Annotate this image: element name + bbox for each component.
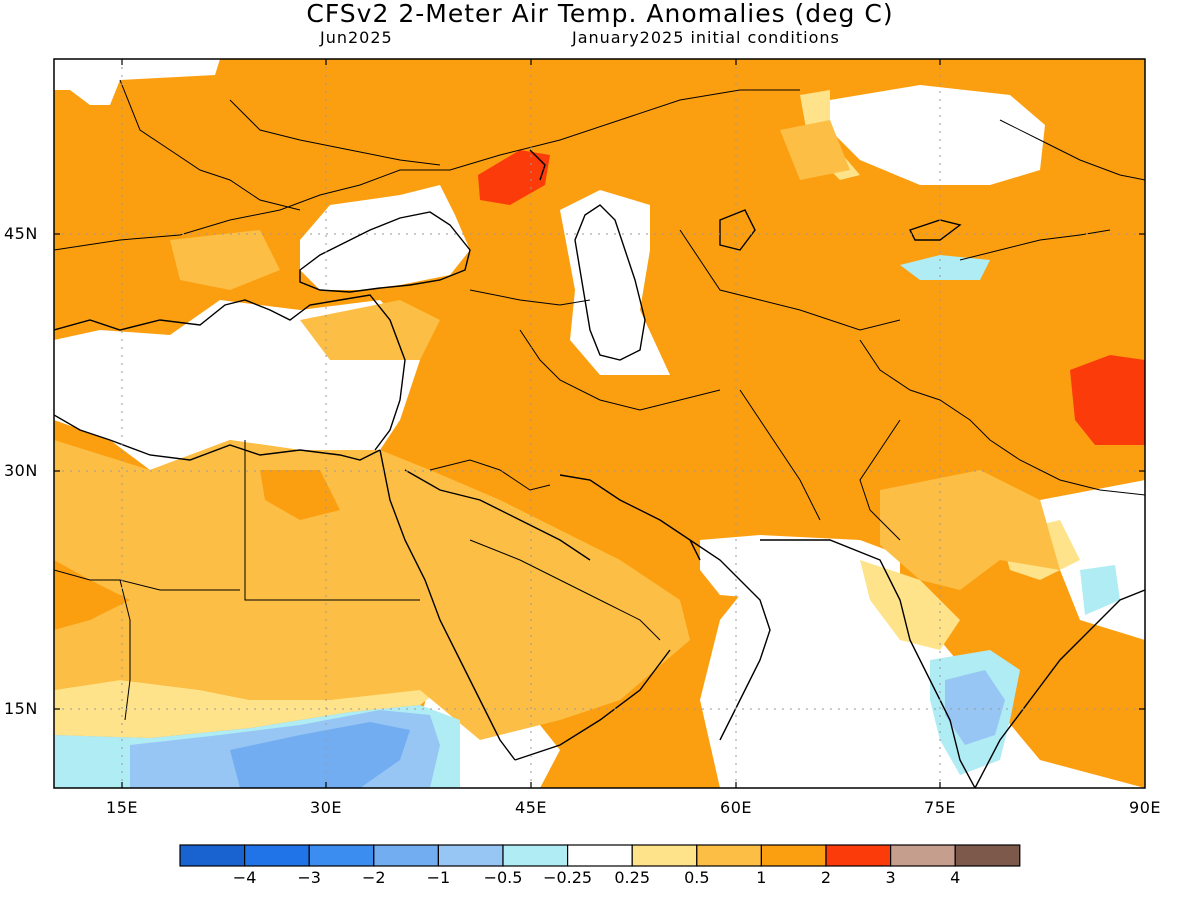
lon-label-60e: 60E — [720, 798, 752, 817]
legend-tick-label: −0.25 — [543, 868, 593, 887]
cool-areas — [230, 722, 410, 788]
moderate-warm-areas — [54, 120, 1060, 740]
legend-tick-label: −2 — [362, 868, 386, 887]
legend-tick-label: −3 — [297, 868, 321, 887]
legend-tick-label: 0.25 — [614, 868, 650, 887]
lon-label-75e: 75E — [924, 798, 956, 817]
map-frame — [53, 58, 1146, 789]
lat-label-45n: 45N — [4, 224, 38, 243]
legend-swatch — [179, 844, 246, 867]
legend-tick-label: 2 — [820, 868, 832, 887]
country-borders — [54, 79, 1145, 721]
lon-label-90e: 90E — [1129, 798, 1161, 817]
legend-swatch — [308, 844, 375, 867]
coastlines — [54, 149, 1145, 788]
legend-swatch — [244, 844, 310, 867]
graticule — [54, 59, 1145, 788]
legend-swatch — [566, 844, 633, 867]
legend-tick-label: −4 — [232, 868, 257, 887]
legend-swatch — [696, 844, 762, 867]
legend-swatch — [760, 844, 827, 867]
strong-warm-areas — [54, 470, 340, 630]
lon-label-45e: 45E — [515, 798, 547, 817]
legend-swatch — [889, 844, 956, 867]
map-title: CFSv2 2-Meter Air Temp. Anomalies (deg C… — [306, 0, 894, 28]
valid-month-label: Jun2025 — [320, 28, 393, 47]
lon-label-15e: 15E — [106, 798, 138, 817]
legend-swatch — [373, 844, 439, 867]
legend-swatch — [954, 844, 1021, 867]
legend-tick-label: 0.5 — [684, 868, 710, 887]
legend-swatch — [502, 844, 569, 867]
hot-spot-areas — [478, 150, 1145, 445]
legend-tick-label: 3 — [885, 868, 896, 887]
legend-swatch — [437, 844, 504, 867]
legend-tick-label: 1 — [756, 868, 767, 887]
lon-label-30e: 30E — [310, 798, 342, 817]
lat-label-30n: 30N — [4, 461, 38, 480]
legend-tick-label: −0.5 — [483, 868, 523, 887]
legend-swatch — [825, 844, 892, 867]
axis-ticks — [54, 59, 1145, 788]
color-legend — [179, 844, 1021, 867]
lat-label-15n: 15N — [4, 699, 38, 718]
legend-tick-label: −1 — [426, 868, 451, 887]
legend-tick-label: 4 — [950, 868, 961, 887]
legend-swatch — [631, 844, 698, 867]
init-conditions-label: January2025 initial conditions — [572, 28, 840, 47]
